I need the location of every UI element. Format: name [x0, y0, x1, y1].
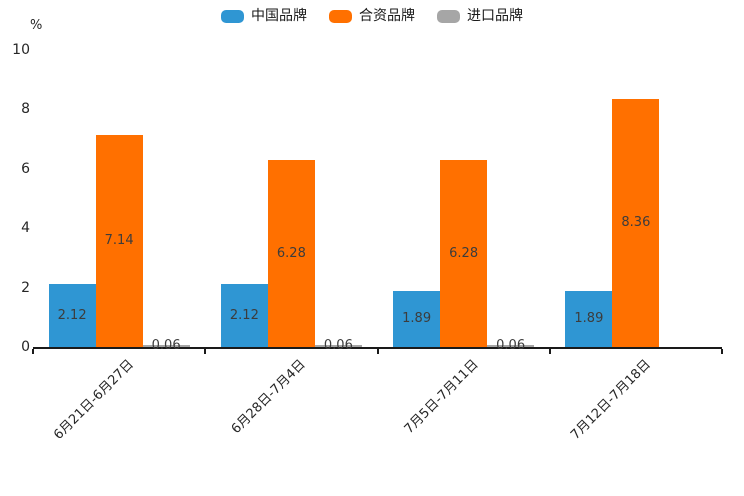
bar-series-1	[95, 134, 143, 347]
bar-value-label: 8.36	[621, 214, 651, 230]
bar-value-label: 2.12	[229, 307, 259, 323]
bar-value-label: 0.06	[496, 338, 526, 353]
y-axis-tick-label: 10	[12, 42, 30, 58]
bar-series-2	[487, 345, 535, 347]
bar-value-label: 6.28	[276, 245, 306, 261]
x-axis-line	[33, 347, 722, 349]
bar-value-label: 6.28	[449, 245, 479, 261]
bar-value-label: 0.06	[151, 338, 181, 353]
x-axis-category-label: 7月5日-7月11日	[401, 357, 482, 437]
y-axis-tick-label: 0	[21, 339, 30, 355]
legend-swatch-icon	[329, 9, 352, 23]
y-axis-tick-label: 2	[21, 279, 30, 296]
y-axis-tick-label: 8	[21, 101, 30, 118]
legend-label: 中国品牌	[251, 8, 307, 24]
x-axis-tick	[721, 349, 723, 354]
bar-value-label: 2.12	[57, 307, 87, 323]
bar-value-label: 0.06	[323, 338, 353, 353]
bar-series-1	[612, 98, 660, 347]
x-axis-tick	[32, 349, 34, 354]
bar-value-label: 1.89	[402, 310, 432, 326]
bar-series-0	[565, 290, 613, 347]
x-axis-tick	[548, 349, 551, 354]
x-axis-tick	[376, 349, 379, 354]
bar-series-2	[142, 345, 190, 347]
bar-value-label: 7.14	[104, 232, 134, 248]
legend-swatch-icon	[437, 9, 460, 23]
x-axis-category-label: 6月21日-6月27日	[50, 357, 137, 443]
legend-swatch-icon	[221, 9, 244, 23]
legend-label: 进口品牌	[467, 8, 523, 24]
x-axis-category-label: 6月28日-7月4日	[229, 357, 309, 437]
legend-item-0: 中国品牌	[221, 8, 307, 24]
bar-series-1	[440, 160, 488, 347]
y-axis-tick-label: 4	[21, 220, 30, 237]
x-axis-category-label: 7月12日-7月18日	[567, 357, 654, 443]
y-axis-unit-label: %	[30, 18, 43, 33]
bar-series-1	[267, 160, 315, 347]
chart-legend: 中国品牌 合资品牌 进口品牌	[0, 8, 744, 24]
bar-series-0	[393, 290, 441, 347]
legend-item-1: 合资品牌	[329, 8, 415, 24]
legend-item-2: 进口品牌	[437, 8, 523, 24]
x-axis-tick	[204, 349, 207, 354]
bar-series-0	[48, 284, 96, 347]
bar-series-0	[220, 284, 268, 347]
legend-label: 合资品牌	[359, 8, 415, 24]
bar-series-2	[314, 345, 362, 347]
bar-value-label: 1.89	[574, 310, 604, 326]
y-axis-tick-label: 6	[21, 160, 30, 177]
